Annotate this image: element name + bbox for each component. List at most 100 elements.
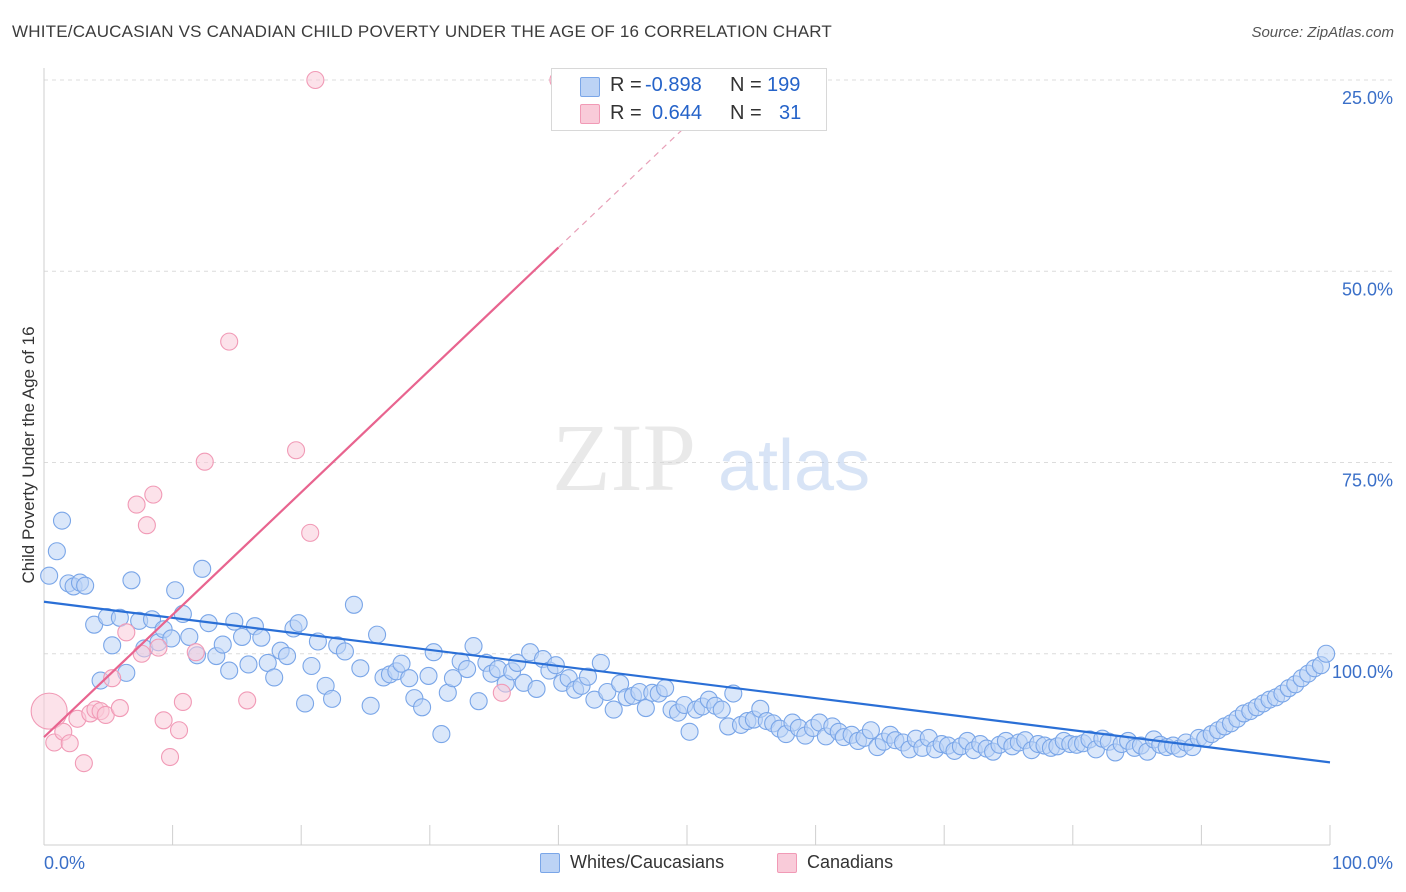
bottom-legend-swatch-canadians (777, 853, 797, 873)
y-tick-label: 50.0% (1342, 279, 1393, 299)
point-canadians (74, 754, 93, 773)
point-whites (598, 682, 617, 702)
point-whites (162, 629, 181, 648)
trend-line-whites (43, 600, 1331, 764)
series-canadians-points (30, 70, 568, 773)
point-whites (40, 566, 59, 585)
point-whites (591, 653, 610, 672)
point-canadians (238, 691, 257, 710)
point-whites (52, 511, 72, 530)
point-canadians (160, 747, 180, 767)
point-whites (361, 696, 380, 715)
point-whites (252, 628, 271, 647)
point-whites (527, 679, 546, 698)
point-whites (351, 659, 370, 678)
bottom-legend-swatch-whites (540, 853, 560, 873)
point-whites (680, 722, 699, 741)
y-axis-label: Child Poverty Under the Age of 16 (19, 326, 38, 583)
point-canadians (149, 638, 168, 657)
point-whites (604, 700, 623, 719)
point-whites (232, 627, 252, 646)
point-canadians (103, 669, 122, 688)
point-whites (464, 637, 483, 656)
point-whites (180, 627, 199, 646)
point-canadians (220, 332, 239, 351)
point-canadians (492, 683, 511, 702)
legend-r-value-1: -0.898 (645, 74, 702, 96)
point-whites (578, 667, 598, 686)
chart-title: WHITE/CAUCASIAN VS CANADIAN CHILD POVERT… (12, 22, 832, 41)
bottom-legend-canadians: Canadians (807, 852, 894, 872)
point-canadians (306, 70, 325, 90)
point-whites (193, 559, 212, 578)
point-whites (636, 699, 655, 718)
watermark-zip: ZIP (552, 404, 696, 511)
point-whites (861, 721, 880, 740)
point-whites (166, 581, 185, 600)
point-canadians (132, 644, 151, 663)
chart-source: Source: ZipAtlas.com (1251, 24, 1394, 41)
point-whites (458, 659, 477, 679)
point-canadians (60, 734, 79, 753)
point-whites (302, 656, 321, 676)
point-whites (413, 698, 432, 717)
correlation-legend: R = -0.898 N = 199 R = 0.644 N = 31 (551, 68, 827, 131)
bottom-legend-whites: Whites/Caucasians (570, 852, 725, 872)
y-tick-label: 75.0% (1342, 471, 1393, 491)
point-canadians (169, 721, 189, 740)
legend-n-value-2: 31 (779, 102, 802, 124)
point-whites (213, 635, 232, 654)
point-whites (335, 642, 354, 661)
legend-n-value-1: 199 (767, 74, 801, 96)
point-whites (419, 666, 438, 685)
point-canadians (117, 623, 136, 642)
point-canadians (186, 643, 205, 662)
point-whites (443, 669, 462, 688)
point-canadians (195, 452, 214, 471)
point-canadians (127, 495, 146, 514)
watermark: ZIP atlas (552, 404, 870, 511)
point-canadians (110, 699, 129, 718)
point-whites (76, 576, 95, 595)
y-tick-labels: 100.0% 75.0% 50.0% 25.0% (1332, 88, 1393, 682)
point-canadians (287, 441, 306, 460)
x-min-label: 0.0% (44, 853, 85, 873)
point-whites (1317, 644, 1336, 663)
legend-swatch-canadians (580, 104, 600, 124)
point-whites (400, 669, 419, 688)
legend-n-label-1: N = (730, 74, 762, 96)
point-whites (225, 612, 244, 631)
legend-n-label-2: N = (730, 102, 762, 124)
point-whites (392, 654, 411, 673)
point-whites (220, 661, 239, 680)
watermark-atlas: atlas (718, 426, 870, 506)
y-tick-label: 25.0% (1342, 88, 1393, 108)
point-whites (122, 571, 141, 590)
point-whites (47, 542, 66, 561)
series-whites-points (40, 511, 1336, 762)
grid-lines (44, 79, 1393, 655)
legend-r-value-2: 0.644 (652, 102, 703, 124)
y-tick-label: 100.0% (1332, 662, 1393, 682)
point-whites (656, 679, 675, 698)
point-canadians (30, 692, 68, 730)
point-canadians (137, 516, 156, 535)
legend-r-label-1: R = (610, 74, 642, 96)
point-whites (469, 692, 488, 711)
point-canadians (154, 711, 173, 730)
point-whites (344, 595, 363, 614)
point-whites (323, 689, 342, 708)
point-whites (239, 655, 258, 674)
trend-line-canadians (43, 246, 560, 738)
point-canadians (173, 692, 192, 711)
point-whites (712, 700, 731, 719)
point-whites (432, 725, 451, 744)
point-canadians (144, 485, 163, 504)
point-whites (368, 625, 387, 644)
point-whites (103, 636, 122, 655)
point-whites (278, 646, 297, 666)
point-whites (296, 694, 315, 713)
point-whites (289, 614, 308, 633)
point-canadians (301, 523, 320, 542)
